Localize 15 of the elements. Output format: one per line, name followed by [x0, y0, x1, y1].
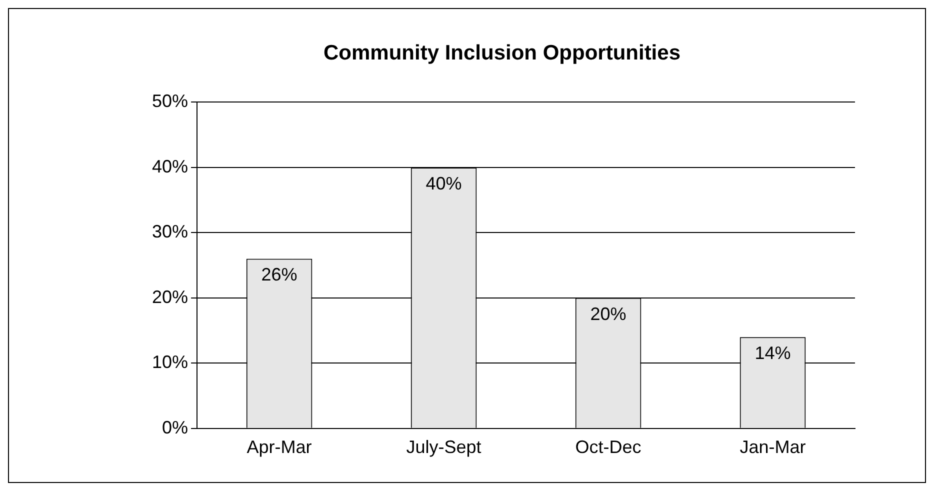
y-tick-label: 40%	[152, 156, 188, 176]
x-tick-label: Apr-Mar	[246, 437, 312, 458]
x-tick-label: July-Sept	[406, 437, 482, 458]
data-label: 20%	[590, 304, 626, 324]
y-tick-label: 30%	[152, 222, 188, 242]
x-tick-label: Oct-Dec	[575, 437, 642, 458]
data-label: 14%	[754, 343, 791, 364]
y-tick-label: 20%	[152, 286, 188, 307]
y-tick-label: 10%	[152, 352, 188, 372]
x-tick-label: Jan-Mar	[740, 437, 806, 458]
data-label: 26%	[261, 264, 298, 285]
chart-title: Community Inclusion Opportunities	[324, 41, 680, 64]
data-label: 40%	[426, 173, 462, 194]
y-tick-label: 50%	[152, 91, 188, 112]
y-tick-label: 0%	[162, 417, 188, 438]
